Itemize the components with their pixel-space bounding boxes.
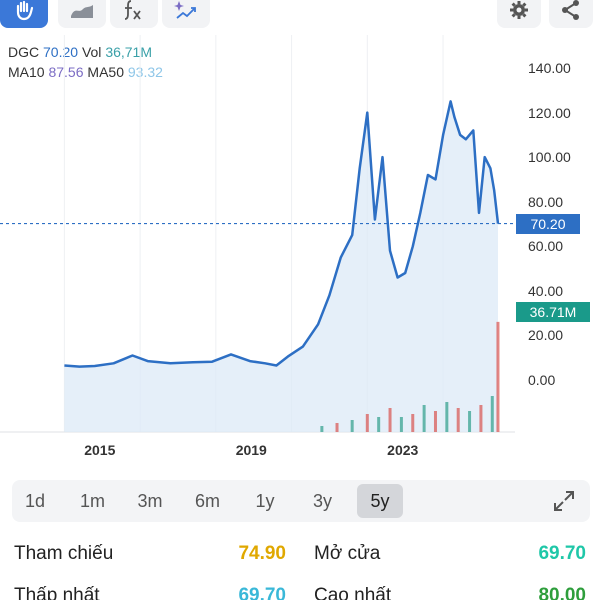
hand-icon <box>16 0 34 21</box>
open-price-label: Mở cửa <box>314 543 381 564</box>
range-1d-button[interactable]: 1d <box>24 490 46 511</box>
volume-bar <box>496 321 500 432</box>
legend-vol-label: Vol <box>81 44 102 60</box>
volume-bar <box>377 417 381 432</box>
volume-bar <box>320 426 324 432</box>
y-tick-label: 40.00 <box>528 282 564 299</box>
current-price-tag: 70.20 <box>516 213 580 234</box>
legend-ma-line: MA10 87.56 MA50 93.32 <box>8 63 163 81</box>
settings-button[interactable] <box>497 0 541 28</box>
volume-bar <box>350 420 354 432</box>
chart-toolbar <box>0 0 600 30</box>
hand-tool-button[interactable] <box>0 0 48 28</box>
sparkle-chart-icon <box>174 1 196 19</box>
expand-icon[interactable] <box>552 489 576 513</box>
price-chart[interactable] <box>0 30 600 440</box>
y-tick-label: 120.00 <box>528 104 571 121</box>
range-6m-button[interactable]: 6m <box>194 490 220 511</box>
share-button[interactable] <box>549 0 593 28</box>
x-tick-label: 2023 <box>387 442 419 458</box>
volume-bar <box>445 402 449 432</box>
x-tick-label: 2019 <box>235 442 267 458</box>
price-line <box>64 100 500 368</box>
ref-price-label: Tham chiếu <box>14 543 114 564</box>
volume-bar <box>365 414 369 432</box>
volume-bar <box>411 414 415 432</box>
open-price-value: 69.70 <box>538 543 586 564</box>
legend-ma50-value: 93.32 <box>127 64 163 80</box>
indicator-button[interactable] <box>110 0 158 28</box>
legend-ma10-value: 87.56 <box>48 64 84 80</box>
gear-icon <box>510 1 528 19</box>
high-price-label: Cao nhất <box>314 585 392 600</box>
legend-ma50-label: MA50 <box>87 64 124 80</box>
volume-bar <box>490 396 494 432</box>
y-tick-label: 140.00 <box>528 60 571 76</box>
legend-symbol: DGC <box>8 44 40 60</box>
legend-price-value: 70.20 <box>43 44 79 60</box>
volume-bar <box>422 405 426 432</box>
y-tick-label: 20.00 <box>528 327 564 344</box>
range-5y-button[interactable]: 5y <box>357 484 403 518</box>
legend-ma10-label: MA10 <box>8 64 45 80</box>
range-1y-button[interactable]: 1y <box>255 490 275 511</box>
price-area-fill <box>64 101 499 433</box>
range-1m-button[interactable]: 1m <box>79 490 105 511</box>
fx-icon <box>124 0 141 20</box>
low-price-value: 69.70 <box>238 585 286 600</box>
high-price-value: 80.00 <box>538 585 586 600</box>
x-tick-label: 2015 <box>84 442 116 458</box>
auto-analysis-button[interactable] <box>162 0 210 28</box>
area-chart-icon <box>71 5 93 18</box>
area-chart-button[interactable] <box>58 0 106 28</box>
volume-bar <box>399 417 403 432</box>
y-tick-label: 100.00 <box>528 149 571 166</box>
low-price-label: Thấp nhất <box>14 585 100 600</box>
volume-bar <box>479 405 483 432</box>
range-selector: 1d 1m 3m 6m 1y 3y 5y <box>12 480 590 522</box>
volume-bar <box>433 411 437 432</box>
share-icon <box>562 0 579 20</box>
range-3m-button[interactable]: 3m <box>137 490 163 511</box>
volume-bars <box>320 321 500 432</box>
ref-price-value: 74.90 <box>238 543 286 564</box>
y-tick-label: 60.00 <box>528 238 564 255</box>
volume-bar <box>456 408 460 432</box>
y-tick-label: 80.00 <box>528 193 564 210</box>
range-3y-button[interactable]: 3y <box>312 490 332 511</box>
volume-bar <box>468 411 472 432</box>
volume-bar <box>388 408 392 432</box>
current-volume-tag: 36.71M <box>516 302 590 322</box>
y-tick-label: 0.00 <box>528 372 556 388</box>
volume-bar <box>335 423 339 432</box>
